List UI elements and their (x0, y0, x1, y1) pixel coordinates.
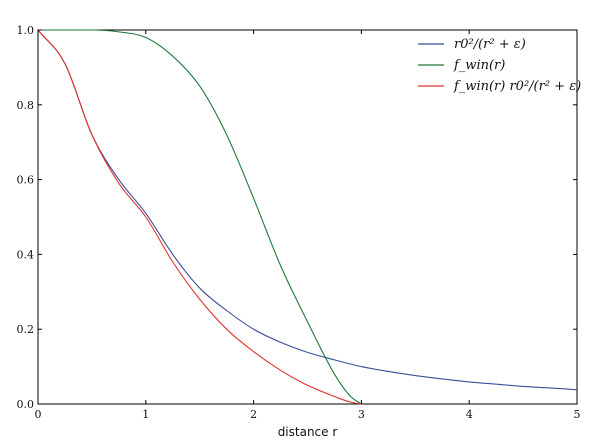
x-tick-label: 2 (250, 408, 257, 421)
legend: r0²/(r² + ε) f_win(r) f_win(r) r0²/(r² + ε… (418, 37, 581, 94)
ticks-layer: 0 1 2 3 4 5 0.0 0.2 0.4 0.6 0.8 1.0 (17, 24, 581, 421)
x-tick-label: 0 (35, 408, 42, 421)
x-tick-label: 3 (358, 408, 365, 421)
legend-label: f_win(r) r0²/(r² + ε) (453, 79, 581, 94)
plot-area: 0 1 2 3 4 5 0.0 0.2 0.4 0.6 0.8 1.0 (17, 24, 581, 421)
series-line-product-curve (37, 29, 362, 405)
axes-frame (37, 29, 578, 405)
y-tick-label: 0.4 (17, 248, 35, 261)
y-tick-label: 0.2 (17, 323, 35, 336)
x-tick-label: 1 (142, 408, 149, 421)
y-tick-label: 1.0 (17, 24, 35, 37)
legend-label: f_win(r) (453, 58, 505, 73)
legend-label: r0²/(r² + ε) (454, 37, 526, 52)
y-tick-label: 0.0 (17, 398, 35, 411)
x-tick-label: 5 (574, 408, 581, 421)
series-layer (37, 29, 578, 405)
x-axis-title: distance r (278, 425, 338, 439)
series-line-ratio-curve (37, 29, 578, 391)
series-line-window-curve (38, 29, 362, 405)
x-tick-label: 4 (466, 408, 473, 421)
y-tick-label: 0.8 (17, 99, 35, 112)
y-tick-label: 0.6 (17, 174, 35, 187)
